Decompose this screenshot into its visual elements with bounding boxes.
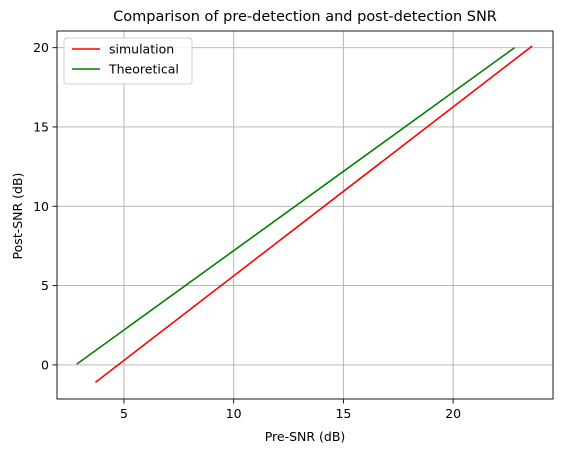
series-line-theoretical bbox=[76, 47, 516, 365]
x-axis-label: Pre-SNR (dB) bbox=[265, 429, 346, 444]
x-tick-label: 10 bbox=[226, 406, 242, 421]
x-tick-label: 5 bbox=[120, 406, 128, 421]
y-tick-label: 5 bbox=[41, 278, 49, 293]
plot-frame bbox=[56, 30, 554, 400]
y-axis-label: Post-SNR (dB) bbox=[10, 173, 25, 260]
series-layer bbox=[76, 45, 533, 383]
legend-label: Theoretical bbox=[108, 62, 179, 77]
y-tick-label: 15 bbox=[33, 119, 49, 134]
series-line-simulation bbox=[94, 45, 533, 383]
legend: simulation Theoretical bbox=[63, 37, 193, 85]
chart-title: Comparison of pre-detection and post-det… bbox=[113, 9, 497, 25]
y-tick-label: 10 bbox=[33, 199, 49, 214]
legend-label: simulation bbox=[109, 42, 174, 57]
y-tick-label: 20 bbox=[33, 40, 49, 55]
y-tick-label: 0 bbox=[41, 357, 49, 372]
x-tick-label: 20 bbox=[445, 406, 461, 421]
x-tick-label: 15 bbox=[335, 406, 351, 421]
y-axis-ticks: 0 5 10 15 20 bbox=[33, 40, 57, 372]
x-axis-ticks: 5 10 15 20 bbox=[120, 399, 461, 421]
